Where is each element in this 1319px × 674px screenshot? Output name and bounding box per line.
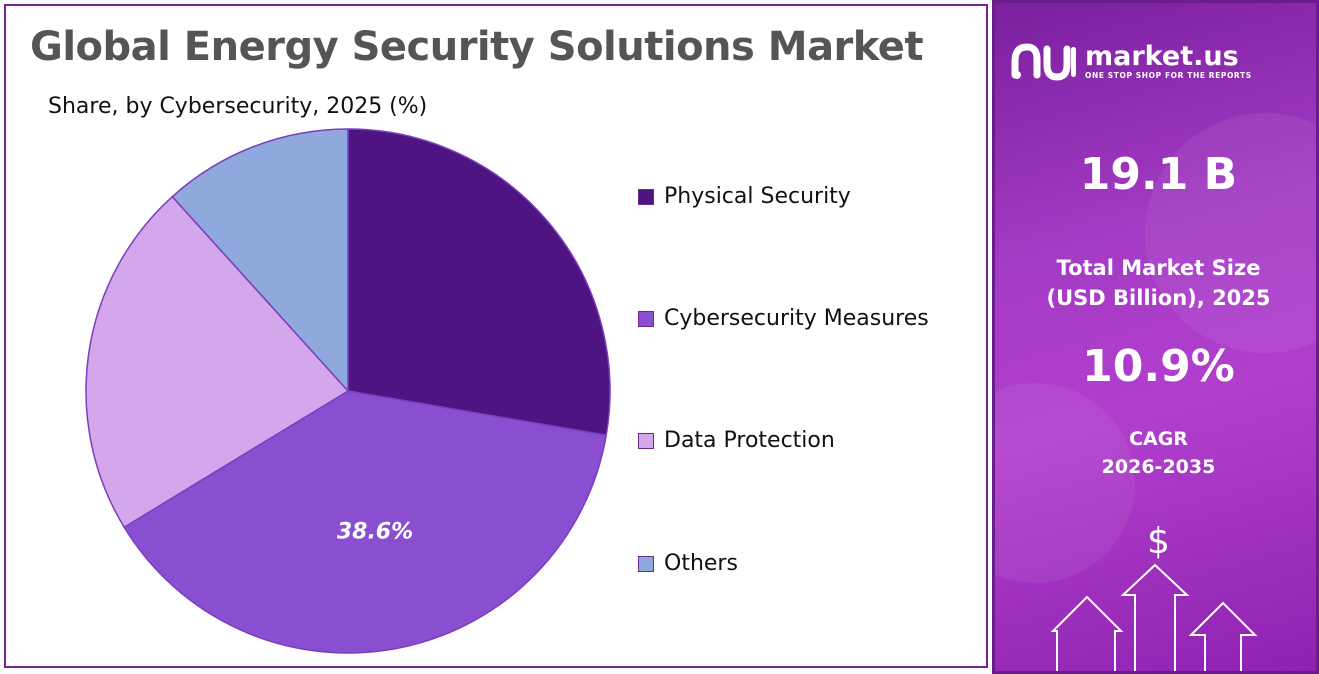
- legend-item-data-protection: Data Protection: [638, 428, 835, 453]
- cagr-label: CAGR: [1129, 428, 1188, 450]
- chart-subtitle: Share, by Cybersecurity, 2025 (%): [48, 94, 428, 119]
- legend-item-cybersecurity-measures: Cybersecurity Measures: [638, 306, 929, 331]
- legend-item-others: Others: [638, 551, 738, 576]
- market-us-logo-icon: [1011, 43, 1076, 81]
- growth-arrows-icon: [1050, 563, 1258, 671]
- legend-label-others: Others: [664, 551, 738, 576]
- legend-swatch-others: [638, 555, 654, 572]
- legend-label-cybersecurity-measures: Cybersecurity Measures: [664, 306, 929, 331]
- data-label-cybersecurity-measures: 38.6%: [337, 520, 413, 545]
- brand-name: market.us: [1085, 40, 1239, 72]
- legend-label-data-protection: Data Protection: [664, 428, 835, 453]
- legend-swatch-data-protection: [638, 432, 654, 449]
- pie-slice-data-protection: [85, 195, 350, 529]
- pie-slice-others: [171, 128, 349, 393]
- dollar-icon: $: [1147, 521, 1170, 562]
- chart-panel: Global Energy Security Solutions Market …: [4, 4, 988, 668]
- pie-slice-cybersecurity-measures: [123, 390, 608, 654]
- pie-chart: 38.6%: [85, 128, 611, 654]
- market-size-value: 19.1 B: [1079, 149, 1238, 200]
- chart-title: Global Energy Security Solutions Market: [30, 24, 924, 70]
- legend-label-physical-security: Physical Security: [664, 184, 851, 209]
- market-size-label-line1: Total Market Size: [1056, 256, 1261, 280]
- cagr-value: 10.9%: [1082, 341, 1235, 392]
- brand-tagline: ONE STOP SHOP FOR THE REPORTS: [1085, 70, 1252, 80]
- pie-slice-physical-security: [347, 128, 611, 437]
- legend-swatch-physical-security: [638, 188, 654, 205]
- market-size-label-line2: (USD Billion), 2025: [1046, 286, 1271, 310]
- summary-panel: market.us ONE STOP SHOP FOR THE REPORTS …: [992, 0, 1319, 674]
- brand-logo[interactable]: market.us ONE STOP SHOP FOR THE REPORTS: [1011, 39, 1252, 83]
- cagr-period: 2026-2035: [1101, 456, 1216, 478]
- legend-swatch-cybersecurity-measures: [638, 310, 654, 327]
- legend-item-physical-security: Physical Security: [638, 184, 851, 209]
